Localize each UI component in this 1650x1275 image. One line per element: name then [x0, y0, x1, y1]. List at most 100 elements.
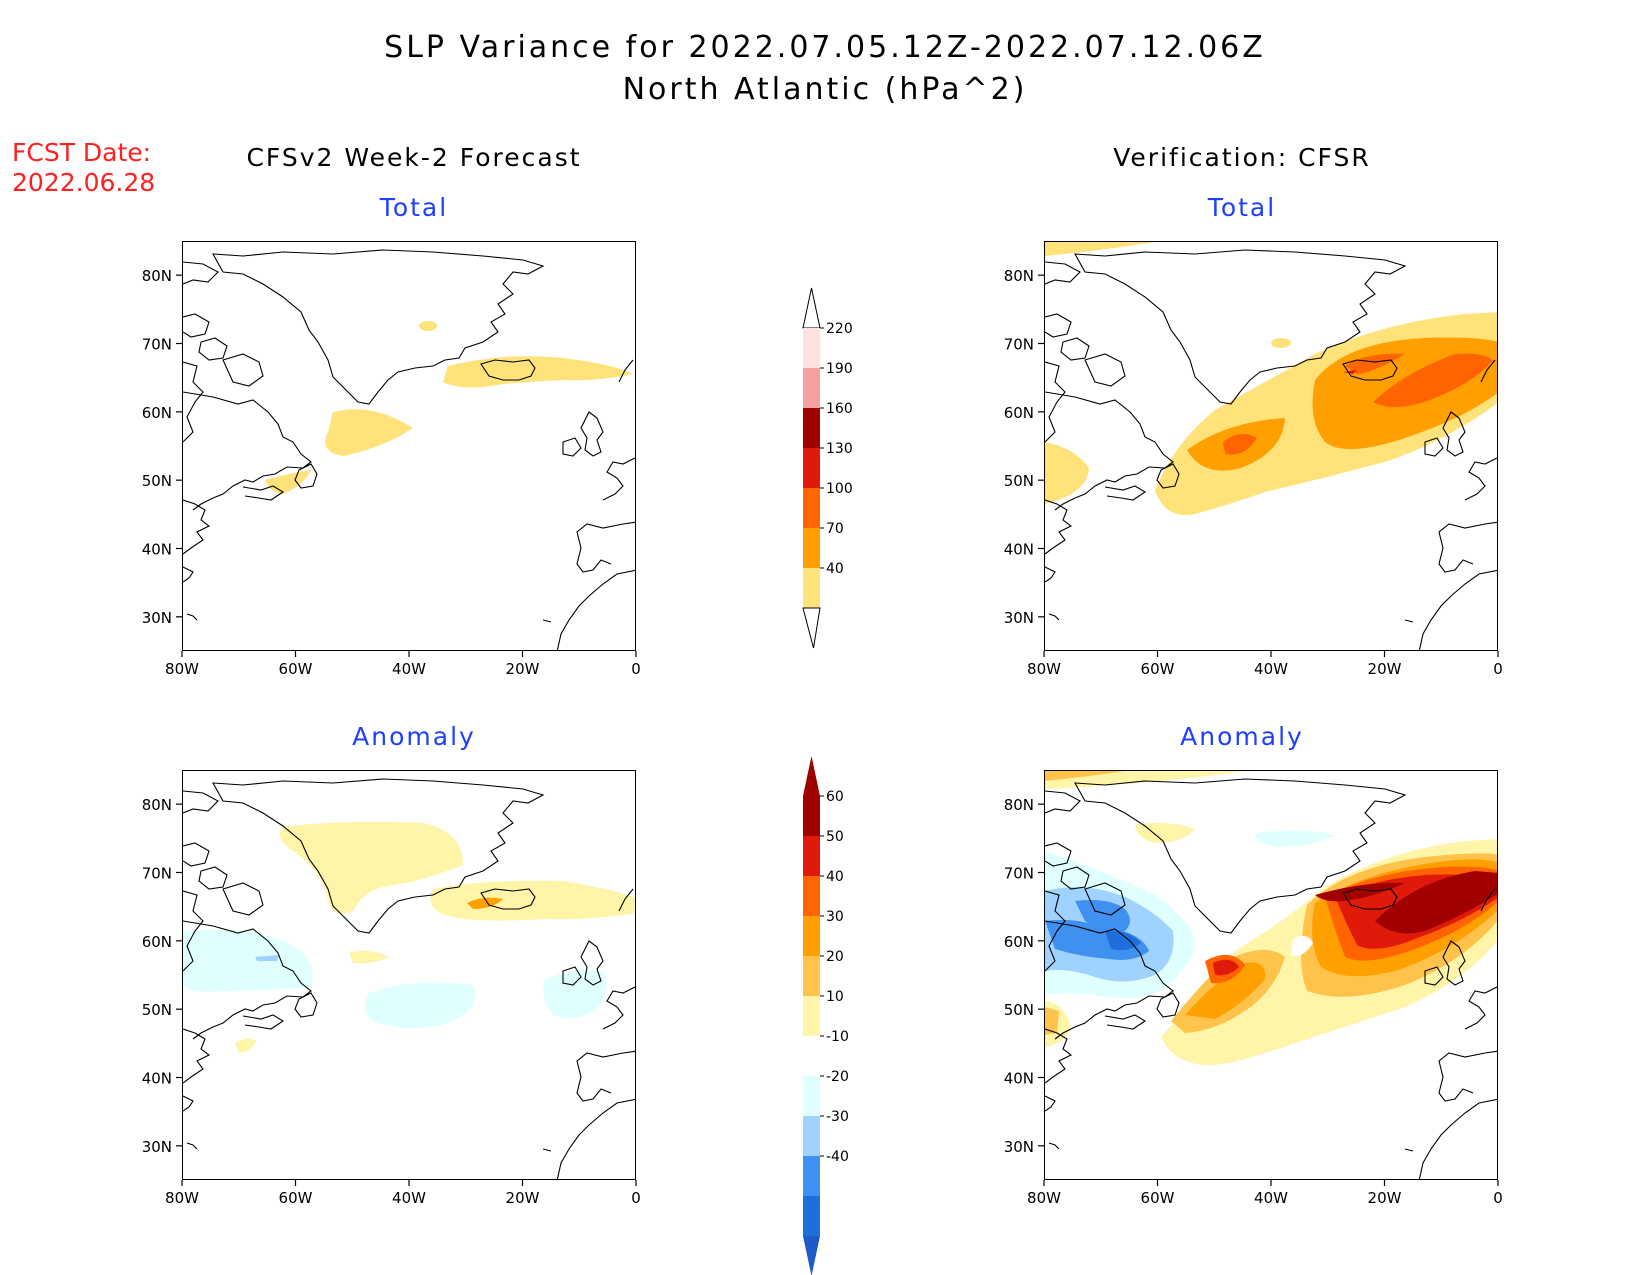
lat-tick-label: 80N	[1004, 796, 1034, 814]
lon-tick-label: 60W	[279, 1189, 313, 1207]
lat-tick-label: 50N	[1004, 472, 1034, 490]
panel-title-verification-anomaly: Anomaly	[1180, 722, 1304, 751]
lat-tick-label: 60N	[1004, 404, 1034, 422]
colorbar-anomaly-label: 20	[826, 949, 844, 965]
lon-tick-label: 40W	[392, 660, 426, 678]
fcst-date-label: FCST Date:	[12, 138, 152, 167]
colorbar-anomaly-label: -30	[826, 1109, 849, 1125]
lon-tick-label: 80W	[165, 660, 199, 678]
lon-tick-label: 80W	[165, 1189, 199, 1207]
lat-tick-label: 40N	[142, 1070, 172, 1088]
colorbar-anomaly-label: 50	[826, 829, 844, 845]
lat-tick-label: 70N	[1004, 336, 1034, 354]
colorbar-anomaly-white-band	[803, 1036, 820, 1076]
colorbar-total-label: 70	[826, 521, 844, 537]
map-forecast-total	[182, 241, 636, 651]
column-title-verification: Verification: CFSR	[1113, 143, 1371, 172]
colorbar-anomaly-segment	[803, 1076, 820, 1116]
column-title-forecast: CFSv2 Week-2 Forecast	[246, 143, 582, 172]
map-verification-total	[1044, 241, 1498, 651]
lon-tick-label: 0	[1493, 1189, 1503, 1207]
colorbar-anomaly-label: 30	[826, 909, 844, 925]
colorbar-anomaly-segment	[803, 916, 820, 956]
colorbar-anomaly-segment	[803, 876, 820, 916]
fcst-date: FCST Date: 2022.06.28	[12, 138, 155, 198]
lat-tick-label: 80N	[1004, 267, 1034, 285]
colorbar-total-segment	[803, 488, 820, 528]
lat-tick-label: 70N	[142, 336, 172, 354]
colorbar-total-bottom-arrow	[802, 607, 821, 649]
colorbar-anomaly-segment	[803, 1196, 820, 1236]
lat-tick-label: 80N	[142, 796, 172, 814]
colorbar-anomaly-label: 60	[826, 789, 844, 805]
panel-title-forecast-total: Total	[379, 193, 449, 222]
lon-tick-label: 40W	[392, 1189, 426, 1207]
colorbar-total-label: 190	[826, 361, 853, 377]
colorbar-anomaly-segment	[803, 836, 820, 876]
lon-tick-label: 80W	[1027, 660, 1061, 678]
lon-tick-label: 0	[631, 1189, 641, 1207]
lon-tick-label: 0	[631, 660, 641, 678]
colorbar-total-label: 100	[826, 481, 853, 497]
lon-tick-label: 0	[1493, 660, 1503, 678]
colorbar-anomaly-top-arrow	[803, 756, 820, 796]
lat-tick-label: 40N	[1004, 541, 1034, 559]
lon-tick-label: 20W	[506, 1189, 540, 1207]
colorbar-total-segment	[803, 408, 820, 448]
colorbar-total-segment	[803, 568, 820, 608]
lat-tick-label: 40N	[142, 541, 172, 559]
colorbar-anomaly-bottom-arrow	[803, 1236, 820, 1275]
lon-tick-label: 80W	[1027, 1189, 1061, 1207]
map-verification-anomaly	[1044, 770, 1498, 1180]
lat-tick-label: 70N	[1004, 865, 1034, 883]
colorbar-anomaly-segment	[803, 956, 820, 996]
colorbar-total-segment	[803, 448, 820, 488]
shading-verification-anomaly	[1045, 771, 1497, 1066]
colorbar-anomaly-label: 40	[826, 869, 844, 885]
lat-tick-label: 30N	[142, 1138, 172, 1156]
lat-tick-label: 30N	[1004, 609, 1034, 627]
lat-tick-label: 60N	[1004, 933, 1034, 951]
colorbar-anomaly-label: -10	[826, 1029, 849, 1045]
panel-title-forecast-anomaly: Anomaly	[352, 722, 476, 751]
lat-tick-label: 50N	[142, 1001, 172, 1019]
colorbar-anomaly-label: -40	[826, 1149, 849, 1165]
shading-verification-total	[1045, 242, 1497, 515]
colorbar-total-label: 220	[826, 321, 853, 337]
main-title-line2: North Atlantic (hPa^2)	[622, 72, 1028, 107]
lat-tick-label: 30N	[1004, 1138, 1034, 1156]
lat-tick-label: 40N	[1004, 1070, 1034, 1088]
colorbar-total-label: 130	[826, 441, 853, 457]
colorbar-total-top-arrow	[802, 287, 821, 329]
lon-tick-label: 60W	[1141, 660, 1175, 678]
fcst-date-value: 2022.06.28	[12, 168, 156, 197]
lat-tick-label: 70N	[142, 865, 172, 883]
lon-tick-label: 20W	[1368, 660, 1402, 678]
colorbar-anomaly-segment	[803, 1116, 820, 1156]
shading-forecast-total	[265, 321, 633, 494]
map-forecast-anomaly	[182, 770, 636, 1180]
lon-tick-label: 20W	[506, 660, 540, 678]
main-title-line1: SLP Variance for 2022.07.05.12Z-2022.07.…	[384, 30, 1266, 65]
colorbar-total-segment	[803, 528, 820, 568]
lon-tick-label: 40W	[1254, 1189, 1288, 1207]
colorbar-anomaly-segment	[803, 1156, 820, 1196]
lat-tick-label: 50N	[142, 472, 172, 490]
lon-tick-label: 60W	[1141, 1189, 1175, 1207]
lat-tick-label: 50N	[1004, 1001, 1034, 1019]
colorbar-total-segment	[803, 328, 820, 368]
colorbar-anomaly-label: 10	[826, 989, 844, 1005]
lon-tick-label: 40W	[1254, 660, 1288, 678]
colorbar-total-segment	[803, 368, 820, 408]
lat-tick-label: 60N	[142, 933, 172, 951]
lon-tick-label: 60W	[279, 660, 313, 678]
colorbar-anomaly-segment	[803, 996, 820, 1036]
lat-tick-label: 30N	[142, 609, 172, 627]
panel-title-verification-total: Total	[1207, 193, 1277, 222]
colorbar-anomaly-label: -20	[826, 1069, 849, 1085]
lon-tick-label: 20W	[1368, 1189, 1402, 1207]
colorbar-anomaly-segment	[803, 796, 820, 836]
lat-tick-label: 60N	[142, 404, 172, 422]
colorbar-total-label: 160	[826, 401, 853, 417]
